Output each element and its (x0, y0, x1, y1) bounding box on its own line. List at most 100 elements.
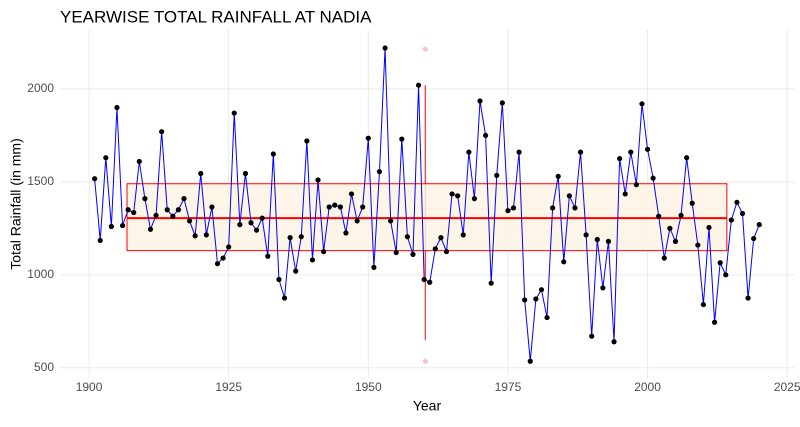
data-point (527, 358, 533, 364)
data-point (577, 149, 584, 155)
data-point (633, 182, 639, 188)
box-outlier (422, 46, 428, 52)
data-point (728, 217, 734, 223)
data-point (354, 218, 360, 224)
data-point (449, 191, 455, 197)
data-point (360, 204, 366, 210)
data-point (226, 244, 232, 250)
y-tick-label: 2000 (27, 81, 54, 95)
data-point (136, 158, 142, 165)
data-point (410, 251, 416, 257)
x-tick-label: 1900 (76, 380, 103, 394)
data-point (298, 234, 304, 240)
data-point (505, 208, 511, 214)
data-point (142, 196, 148, 202)
data-point (639, 101, 645, 107)
x-tick-label: 2000 (634, 380, 661, 394)
data-point (667, 225, 673, 231)
data-point (337, 204, 343, 210)
data-point (611, 339, 617, 345)
data-point (644, 146, 651, 152)
data-point (220, 255, 226, 261)
data-point (522, 297, 528, 303)
data-point (376, 169, 383, 175)
data-point (231, 110, 237, 116)
data-point (192, 233, 198, 239)
data-point (119, 222, 126, 229)
data-point (237, 222, 243, 228)
data-point (388, 218, 394, 224)
x-tick-label: 1950 (355, 380, 382, 394)
data-point (432, 246, 438, 252)
data-point (550, 205, 556, 211)
data-point (281, 295, 288, 301)
data-point (348, 191, 355, 197)
data-point (477, 98, 483, 104)
data-point (427, 279, 433, 285)
data-point (287, 235, 293, 241)
box-outlier (422, 358, 428, 364)
data-point (125, 207, 131, 213)
data-point (711, 319, 718, 325)
data-point (404, 234, 410, 240)
data-point (147, 226, 154, 232)
data-point (242, 170, 249, 177)
data-point (466, 149, 472, 155)
data-point (175, 207, 182, 213)
chart-title: YEARWISE TOTAL RAINFALL AT NADIA (60, 7, 372, 26)
data-point (678, 212, 684, 218)
data-point (332, 202, 338, 208)
data-point (415, 82, 422, 88)
data-point (482, 132, 489, 139)
data-point (583, 232, 589, 238)
data-point (661, 255, 667, 261)
data-point (170, 213, 176, 219)
data-point (561, 259, 567, 265)
data-point (181, 196, 187, 202)
data-point (745, 295, 751, 301)
x-tick-label: 1925 (215, 380, 242, 394)
data-point (253, 227, 260, 233)
data-point (617, 156, 623, 162)
data-point (92, 176, 98, 182)
data-point (566, 193, 572, 199)
data-point (438, 235, 444, 241)
data-point (734, 199, 740, 205)
data-point (544, 314, 550, 321)
y-tick-label: 1000 (27, 267, 54, 281)
data-point (700, 301, 707, 308)
data-point (326, 204, 332, 210)
data-point (159, 129, 165, 135)
data-point (153, 212, 159, 218)
data-point (164, 207, 170, 213)
data-point (399, 136, 405, 142)
data-point (510, 205, 517, 211)
data-point (672, 238, 679, 244)
data-point (321, 248, 327, 255)
data-point (739, 210, 746, 217)
data-point (717, 260, 723, 266)
data-point (723, 272, 729, 278)
data-point (114, 104, 120, 111)
data-point (393, 249, 399, 256)
data-point (293, 268, 299, 274)
data-point (689, 200, 695, 206)
y-tick-label: 1500 (27, 174, 54, 188)
data-point (186, 218, 193, 224)
data-point (589, 333, 595, 339)
x-tick-label: 2025 (774, 380, 800, 394)
data-point (203, 232, 209, 238)
x-axis-label: Year (413, 398, 442, 414)
data-point (131, 209, 137, 216)
data-point (538, 287, 545, 293)
data-point (471, 196, 478, 202)
data-point (499, 100, 505, 106)
data-point (494, 172, 500, 178)
data-point (706, 224, 712, 231)
data-point (276, 276, 282, 283)
data-point (555, 173, 561, 179)
data-point (460, 232, 466, 238)
data-point (488, 280, 494, 286)
data-point (600, 285, 606, 291)
